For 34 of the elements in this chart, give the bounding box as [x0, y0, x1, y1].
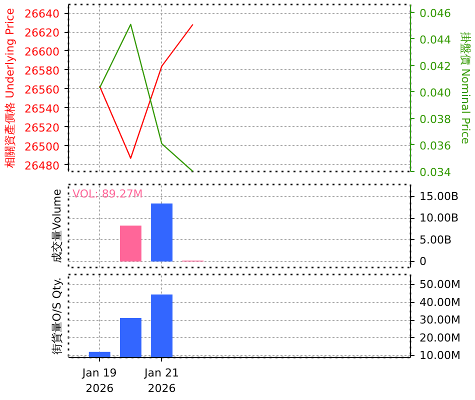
y-tick-label: 10.00B [420, 212, 459, 225]
y-tick-label: 26560 [24, 83, 60, 96]
y2-tick-label: 0.040 [420, 86, 451, 100]
annotation: VOL: 89.27M [72, 188, 143, 200]
bar [151, 204, 172, 262]
y2-tick-label: 0.036 [420, 139, 451, 152]
y-tick-label: 26500 [24, 140, 60, 154]
y-tick-label: 26540 [24, 102, 60, 116]
y-tick-label: 26580 [24, 64, 60, 78]
y-axis-title: 街貨量O/S Qty. [50, 277, 64, 355]
y-axis-title: 相關資產價格 Underlying Price [4, 8, 17, 168]
y2-tick-label: 0.044 [420, 33, 451, 46]
y-tick-label: 50.00M [420, 278, 460, 292]
y-tick-label: 26640 [24, 8, 60, 21]
y-tick-label: 26600 [24, 45, 60, 58]
y-tick-label: 0 [420, 254, 426, 268]
y2-tick-label: 0.038 [420, 112, 451, 126]
y-tick-label: 40.00M [420, 296, 460, 309]
x-tick-label: Jan 21 2026 [144, 366, 179, 396]
y-tick-label: 26480 [24, 159, 60, 172]
y-axis-title: 成交量Volume [50, 188, 64, 263]
x-tick-label: Jan 19 2026 [81, 366, 117, 396]
bar [120, 226, 142, 262]
y2-axis-title: 掛盤價 Nominal Price [458, 32, 472, 144]
y2-tick-label: 0.034 [420, 166, 451, 179]
y2-tick-label: 0.046 [420, 6, 451, 20]
y-tick-label: 15.00B [420, 190, 459, 204]
y2-tick-label: 0.042 [420, 60, 451, 73]
y-tick-label: 26520 [24, 121, 60, 134]
y-tick-label: 20.00M [420, 331, 460, 344]
y-tick-label: 26620 [24, 26, 60, 40]
y-tick-label: 10.00M [420, 349, 460, 362]
y-tick-label: 30.00M [420, 314, 460, 327]
y-tick-label: 5.00B [420, 233, 452, 246]
